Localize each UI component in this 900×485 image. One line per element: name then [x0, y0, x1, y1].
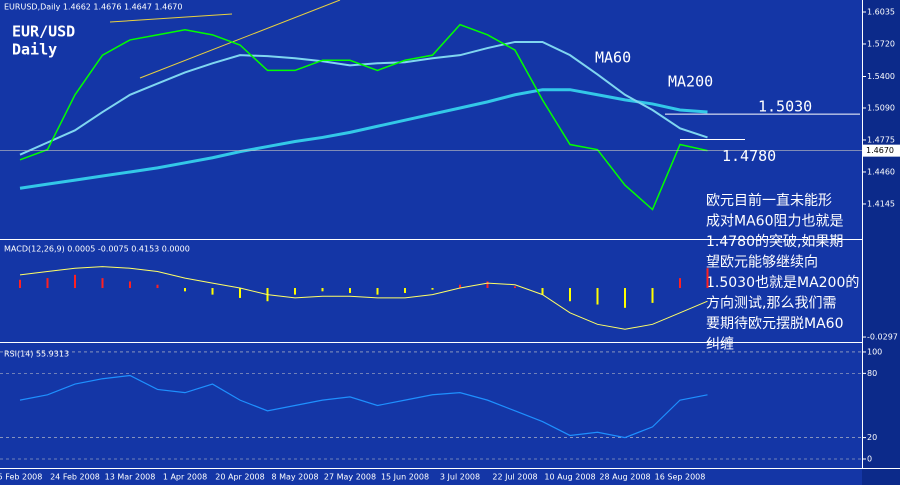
x-tick-label: 24 Feb 2008: [50, 473, 100, 482]
histogram-bar: [651, 288, 654, 303]
level-label: 1.4780: [722, 147, 776, 165]
histogram-bar: [596, 288, 599, 305]
histogram-bar: [679, 278, 681, 289]
x-tick-label: 15 Jun 2008: [381, 473, 429, 482]
histogram-bar: [46, 278, 49, 289]
histogram-bar: [624, 288, 626, 308]
histogram-bar: [101, 278, 104, 289]
histogram-bar: [321, 288, 324, 292]
histogram-bar: [74, 274, 76, 289]
panel-title: RSI(14) 55.9313: [4, 350, 69, 359]
y-tick-label: 20: [867, 433, 877, 442]
x-tick-label: 1 Apr 2008: [163, 473, 207, 482]
histogram-bar: [541, 288, 544, 295]
y-tick-label: -0.0297: [867, 333, 898, 342]
note: 望欧元能够继续向: [706, 254, 818, 271]
period: Daily: [12, 41, 57, 59]
histogram-bar: [156, 284, 159, 289]
y-tick-label: 100: [867, 347, 882, 356]
current-price-label: 1.4670: [866, 146, 894, 155]
y-tick-label: 1.5400: [867, 72, 895, 81]
note: 方向测试,那么我们需: [706, 296, 836, 312]
y-tick-label: 1.4460: [867, 167, 895, 176]
y-tick-label: 1.5720: [867, 39, 895, 48]
histogram-bar: [514, 286, 516, 289]
ma-label: MA200: [668, 73, 713, 91]
ma-label: MA60: [595, 49, 631, 67]
x-tick-label: 13 Mar 2008: [105, 473, 156, 482]
moving-average: [19, 88, 708, 190]
histogram-bar: [404, 288, 406, 293]
histogram-bar: [129, 281, 131, 289]
y-tick-label: 1.5090: [867, 103, 895, 112]
panel-title: MACD(12,26,9) 0.0005 -0.0075 0.4153 0.00…: [4, 245, 190, 254]
histogram-bar: [294, 288, 296, 295]
x-tick-label: 22 Jul 2008: [492, 473, 537, 482]
histogram-bar: [239, 288, 241, 298]
y-tick-label: 1.4775: [867, 135, 895, 144]
x-tick-label: 28 Aug 2008: [599, 473, 650, 482]
moving-average: [19, 40, 708, 156]
histogram-bar: [211, 288, 214, 295]
x-tick-label: 10 Aug 2008: [544, 473, 595, 482]
histogram-bar: [184, 288, 186, 292]
y-tick-label: 1.6035: [867, 7, 895, 16]
histogram-bar: [349, 288, 351, 293]
y-tick-label: 1.4145: [867, 199, 895, 208]
rsi-line: [19, 374, 708, 439]
trend-line: [109, 13, 233, 23]
note: 成对MA60阻力也就是: [706, 214, 843, 230]
x-tick-label: 3 Jul 2008: [440, 473, 480, 482]
y-tick-label: 80: [867, 369, 877, 378]
note: 欧元目前一直未能形: [706, 192, 832, 209]
note: 纠缠: [706, 336, 734, 353]
histogram-bar: [376, 288, 379, 295]
current-price-box: [863, 144, 900, 157]
histogram-bar: [569, 288, 571, 302]
histogram-bar: [459, 284, 461, 289]
signal-line: [19, 266, 708, 330]
histogram-bar: [706, 268, 709, 289]
price-scale: [862, 0, 900, 485]
x-tick-label: 16 Sep 2008: [655, 473, 706, 482]
note: 1.5030也就是MA200的: [706, 275, 859, 291]
histogram-bar: [19, 279, 21, 289]
note: 要期待欧元摆脱MA60: [706, 316, 843, 332]
symbol: EUR/USD: [12, 23, 75, 41]
trend-line: [139, 0, 341, 79]
x-tick-label: 20 Apr 2008: [215, 473, 264, 482]
note: 1.4780的突破,如果期: [706, 234, 843, 250]
level-label: 1.5030: [758, 98, 812, 116]
x-tick-label: 27 May 2008: [324, 473, 376, 482]
price-line: [19, 23, 708, 211]
chart-title: EURUSD,Daily 1.4662 1.4676 1.4647 1.4670: [4, 3, 183, 12]
histogram-bar: [431, 288, 434, 290]
x-tick-label: 5 Feb 2008: [0, 473, 42, 482]
x-tick-label: 8 May 2008: [271, 473, 318, 482]
histogram-bar: [486, 281, 489, 289]
y-tick-label: 0: [867, 455, 872, 464]
